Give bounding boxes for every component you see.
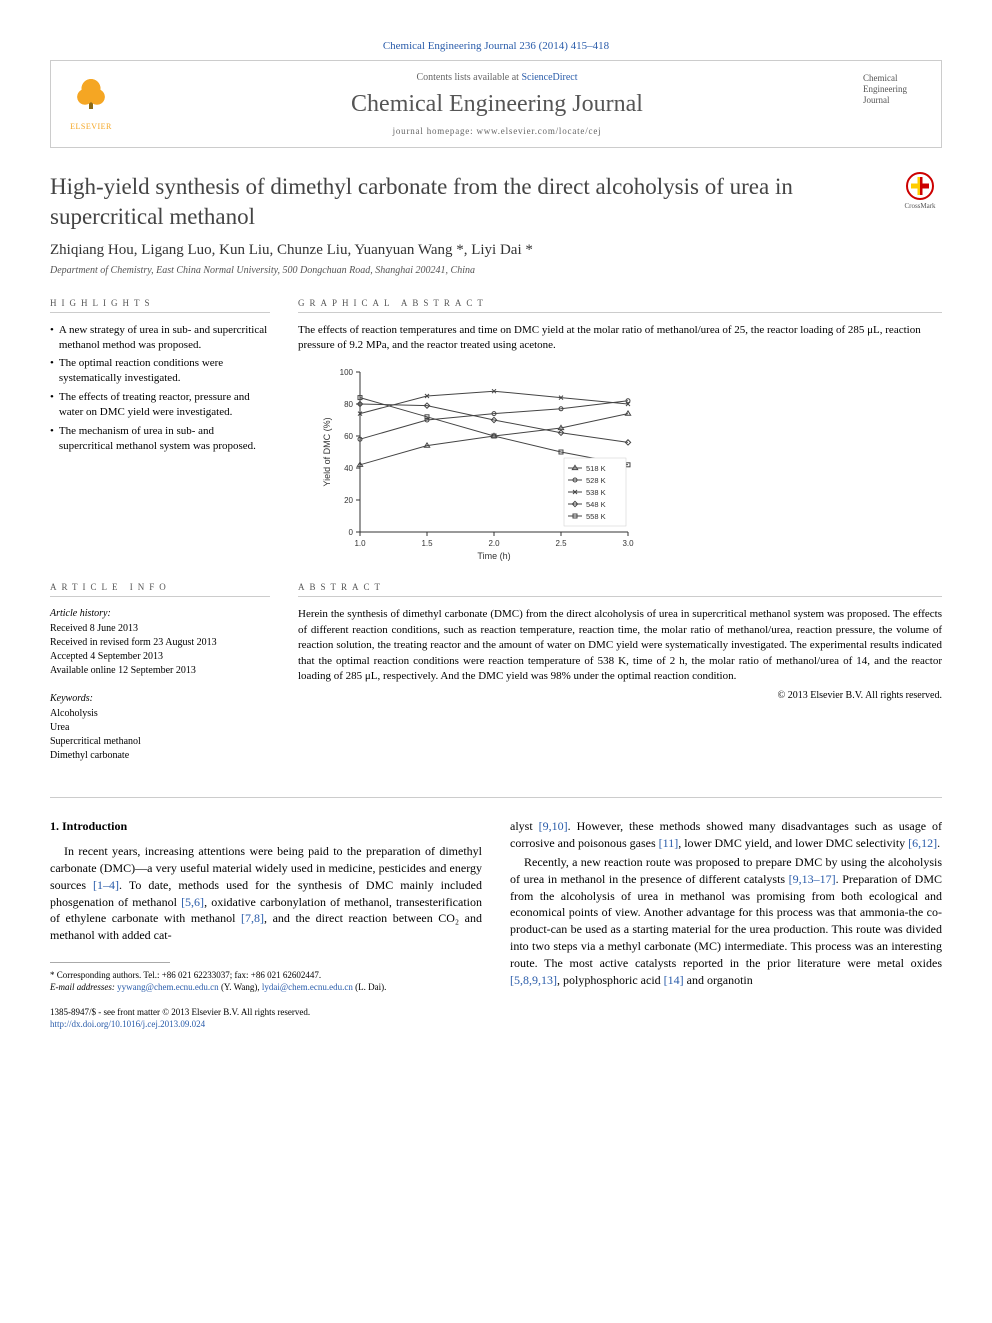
email-link[interactable]: yywang@chem.ecnu.edu.cn (117, 982, 219, 992)
svg-text:2.5: 2.5 (555, 539, 567, 548)
highlight-item: A new strategy of urea in sub- and super… (59, 323, 270, 353)
keyword: Alcoholysis (50, 707, 270, 721)
ref-link[interactable]: [14] (664, 973, 684, 987)
svg-text:548 K: 548 K (586, 500, 606, 509)
abstract-copyright: © 2013 Elsevier B.V. All rights reserved… (298, 690, 942, 701)
svg-text:60: 60 (344, 432, 353, 441)
affiliation: Department of Chemistry, East China Norm… (50, 265, 942, 276)
corresponding-footnote: * Corresponding authors. Tel.: +86 021 6… (50, 969, 482, 981)
svg-text:528 K: 528 K (586, 476, 606, 485)
highlights-label: HIGHLIGHTS (50, 298, 270, 313)
highlight-item: The mechanism of urea in sub- and superc… (59, 424, 270, 454)
highlight-item: The effects of treating reactor, pressur… (59, 390, 270, 420)
footnote-divider (50, 962, 170, 963)
body-text-span: and organotin (684, 973, 753, 987)
citation: Chemical Engineering Journal 236 (2014) … (50, 40, 942, 52)
history-item: Available online 12 September 2013 (50, 664, 270, 678)
body-text-span: , lower DMC yield, and lower DMC selecti… (678, 836, 908, 850)
history-item: Accepted 4 September 2013 (50, 650, 270, 664)
email-footnote: E-mail addresses: yywang@chem.ecnu.edu.c… (50, 981, 482, 993)
contents-prefix: Contents lists available at (416, 72, 521, 83)
svg-text:1.5: 1.5 (421, 539, 433, 548)
journal-cover-thumb: Chemical Engineering Journal (859, 69, 929, 139)
email-link[interactable]: lydai@chem.ecnu.edu.cn (262, 982, 353, 992)
ref-link[interactable]: [5,8,9,13] (510, 973, 557, 987)
body-text-span: . (937, 836, 940, 850)
elsevier-name: ELSEVIER (70, 122, 112, 131)
history-heading: Article history: (50, 607, 270, 621)
svg-text:Time (h): Time (h) (477, 551, 510, 561)
article-title: High-yield synthesis of dimethyl carbona… (50, 172, 878, 232)
journal-title: Chemical Engineering Journal (135, 91, 859, 118)
email-label: E-mail addresses: (50, 982, 117, 992)
ga-chart: 0 20 40 60 80 100 1.0 1.5 2.0 2.5 3.0 Time (h) Yield… (318, 362, 638, 562)
history-item: Received in revised form 23 August 2013 (50, 636, 270, 650)
author-list: Zhiqiang Hou, Ligang Luo, Kun Liu, Chunz… (50, 242, 942, 259)
highlight-item: The optimal reaction conditions were sys… (59, 356, 270, 386)
svg-text:20: 20 (344, 496, 353, 505)
issn-text: 1385-8947/$ - see front matter © 2013 El… (50, 1007, 482, 1019)
ref-link[interactable]: [11] (659, 836, 679, 850)
svg-text:0: 0 (349, 528, 354, 537)
keyword: Dimethyl carbonate (50, 749, 270, 763)
keywords-block: Keywords: Alcoholysis Urea Supercritical… (50, 692, 270, 763)
body-text-span: . Preparation of DMC from the alcoholysi… (510, 872, 942, 970)
ga-label: GRAPHICAL ABSTRACT (298, 298, 942, 313)
body-text-span: , polyphosphoric acid (557, 973, 664, 987)
elsevier-logo: ELSEVIER (63, 74, 119, 134)
svg-text:2.0: 2.0 (488, 539, 500, 548)
crossmark-badge[interactable]: CrossMark (898, 172, 942, 216)
keyword: Supercritical methanol (50, 735, 270, 749)
history-item: Received 8 June 2013 (50, 622, 270, 636)
ref-link[interactable]: [9,10] (539, 819, 568, 833)
article-history: Article history: Received 8 June 2013 Re… (50, 607, 270, 678)
ga-caption: The effects of reaction temperatures and… (298, 323, 942, 353)
body-text: 1. Introduction In recent years, increas… (50, 818, 942, 1030)
elsevier-tree-icon (71, 78, 111, 120)
contents-line: Contents lists available at ScienceDirec… (135, 72, 859, 83)
highlights-list: A new strategy of urea in sub- and super… (50, 323, 270, 454)
svg-text:3.0: 3.0 (622, 539, 634, 548)
body-text-span: alyst (510, 819, 539, 833)
svg-text:Yield of DMC (%): Yield of DMC (%) (322, 418, 332, 487)
ref-link[interactable]: [6,12] (908, 836, 937, 850)
issn-line: 1385-8947/$ - see front matter © 2013 El… (50, 1007, 482, 1030)
email-name: (L. Dai). (353, 982, 387, 992)
keywords-heading: Keywords: (50, 692, 270, 706)
section-divider (50, 797, 942, 798)
crossmark-icon (906, 172, 934, 200)
ref-link[interactable]: [9,13–17] (789, 872, 836, 886)
intro-heading: 1. Introduction (50, 818, 482, 835)
abstract-label: ABSTRACT (298, 582, 942, 597)
abstract-text: Herein the synthesis of dimethyl carbona… (298, 607, 942, 684)
ref-link[interactable]: [5,6] (181, 895, 204, 909)
sciencedirect-link[interactable]: ScienceDirect (521, 72, 577, 83)
email-name: (Y. Wang), (219, 982, 262, 992)
article-info-label: ARTICLE INFO (50, 582, 270, 597)
svg-text:558 K: 558 K (586, 512, 606, 521)
doi-link[interactable]: http://dx.doi.org/10.1016/j.cej.2013.09.… (50, 1019, 205, 1029)
journal-homepage: journal homepage: www.elsevier.com/locat… (135, 126, 859, 136)
svg-text:1.0: 1.0 (354, 539, 366, 548)
svg-text:538 K: 538 K (586, 488, 606, 497)
svg-text:40: 40 (344, 464, 353, 473)
keyword: Urea (50, 721, 270, 735)
ref-link[interactable]: [1–4] (93, 878, 119, 892)
svg-text:80: 80 (344, 400, 353, 409)
svg-text:518 K: 518 K (586, 464, 606, 473)
journal-header: ELSEVIER Contents lists available at Sci… (50, 60, 942, 148)
crossmark-label: CrossMark (904, 202, 935, 210)
svg-text:100: 100 (340, 368, 354, 377)
ref-link[interactable]: [7,8] (241, 911, 264, 925)
